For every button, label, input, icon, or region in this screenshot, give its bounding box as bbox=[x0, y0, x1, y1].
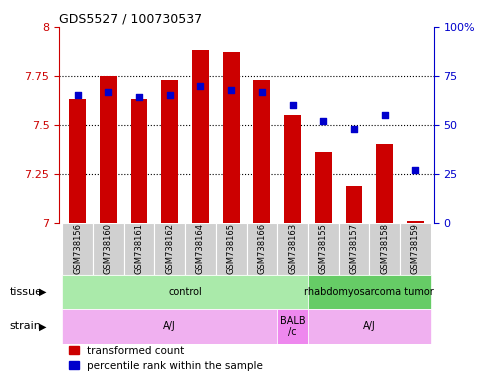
Text: GSM738166: GSM738166 bbox=[257, 223, 266, 274]
Bar bbox=[315, 152, 332, 223]
Point bbox=[73, 92, 81, 98]
Bar bbox=[308, 275, 431, 309]
Text: GSM738162: GSM738162 bbox=[165, 223, 174, 274]
Point bbox=[288, 102, 296, 108]
Point bbox=[258, 88, 266, 94]
Bar bbox=[93, 223, 124, 275]
Legend: transformed count, percentile rank within the sample: transformed count, percentile rank withi… bbox=[65, 341, 267, 375]
Point bbox=[227, 86, 235, 93]
Bar bbox=[192, 50, 209, 223]
Text: A/J: A/J bbox=[163, 321, 176, 331]
Bar bbox=[69, 99, 86, 223]
Bar bbox=[62, 309, 277, 344]
Bar bbox=[124, 223, 154, 275]
Point bbox=[105, 88, 112, 94]
Text: BALB
/c: BALB /c bbox=[280, 316, 305, 337]
Text: A/J: A/J bbox=[363, 321, 376, 331]
Point bbox=[135, 94, 143, 101]
Point bbox=[412, 167, 420, 173]
Text: GSM738163: GSM738163 bbox=[288, 223, 297, 274]
Text: GSM738156: GSM738156 bbox=[73, 223, 82, 274]
Bar bbox=[246, 223, 277, 275]
Bar bbox=[277, 309, 308, 344]
Bar bbox=[100, 76, 117, 223]
Bar bbox=[161, 80, 178, 223]
Bar bbox=[62, 223, 93, 275]
Bar bbox=[376, 144, 393, 223]
Text: GSM738158: GSM738158 bbox=[380, 223, 389, 274]
Text: GSM738155: GSM738155 bbox=[319, 223, 328, 274]
Point bbox=[166, 92, 174, 98]
Text: GDS5527 / 100730537: GDS5527 / 100730537 bbox=[59, 13, 202, 26]
Bar bbox=[253, 80, 270, 223]
Bar bbox=[407, 221, 424, 223]
Text: GSM738161: GSM738161 bbox=[135, 223, 143, 274]
Text: GSM738159: GSM738159 bbox=[411, 223, 420, 274]
Point bbox=[197, 83, 205, 89]
Text: tissue: tissue bbox=[10, 287, 43, 297]
Bar bbox=[346, 185, 362, 223]
Bar bbox=[369, 223, 400, 275]
Bar bbox=[284, 115, 301, 223]
Bar bbox=[308, 309, 431, 344]
Bar bbox=[277, 223, 308, 275]
Text: GSM738164: GSM738164 bbox=[196, 223, 205, 274]
Point bbox=[381, 112, 388, 118]
Text: ▶: ▶ bbox=[39, 287, 47, 297]
Bar bbox=[62, 275, 308, 309]
Bar bbox=[400, 223, 431, 275]
Text: strain: strain bbox=[10, 321, 42, 331]
Text: ▶: ▶ bbox=[39, 321, 47, 331]
Text: GSM738157: GSM738157 bbox=[350, 223, 358, 274]
Text: rhabdomyosarcoma tumor: rhabdomyosarcoma tumor bbox=[305, 287, 434, 297]
Bar bbox=[223, 52, 240, 223]
Bar bbox=[339, 223, 369, 275]
Text: GSM738160: GSM738160 bbox=[104, 223, 113, 274]
Text: control: control bbox=[168, 287, 202, 297]
Bar bbox=[216, 223, 246, 275]
Bar bbox=[185, 223, 216, 275]
Text: GSM738165: GSM738165 bbox=[227, 223, 236, 274]
Bar bbox=[154, 223, 185, 275]
Point bbox=[319, 118, 327, 124]
Point bbox=[350, 126, 358, 132]
Bar bbox=[131, 99, 147, 223]
Bar bbox=[308, 223, 339, 275]
